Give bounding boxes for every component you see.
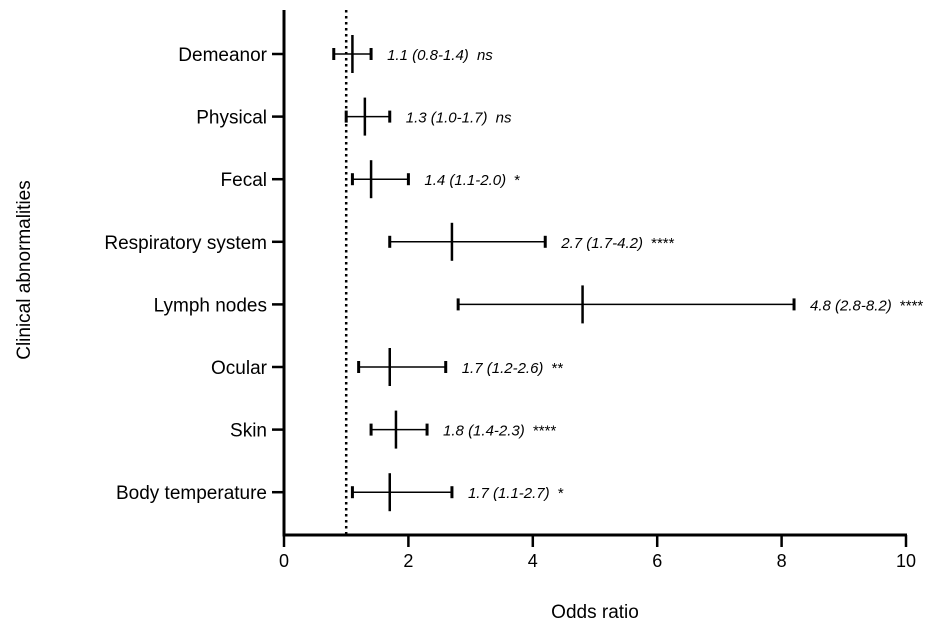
ci-annotation: 2.7 (1.7-4.2) ****: [560, 235, 674, 252]
x-axis-title: Odds ratio: [551, 602, 639, 623]
x-tick-label: 4: [528, 551, 538, 571]
category-label: Physical: [196, 108, 267, 129]
category-label: Lymph nodes: [154, 295, 267, 316]
ci-annotation: 1.4 (1.1-2.0) *: [424, 172, 520, 189]
significance-label: ns: [477, 47, 493, 64]
significance-label: ****: [900, 297, 924, 314]
x-tick-label: 6: [652, 551, 662, 571]
ci-annotation: 1.7 (1.1-2.7) *: [468, 485, 564, 502]
category-label: Respiratory system: [104, 233, 267, 254]
y-axis-title: Clinical abnormalities: [14, 180, 35, 360]
x-tick-label: 0: [279, 551, 289, 571]
ci-annotation: 1.3 (1.0-1.7) ns: [406, 110, 512, 127]
significance-label: *: [558, 485, 564, 502]
significance-label: ****: [533, 423, 557, 440]
category-label: Ocular: [211, 358, 268, 379]
plot-area: 0 2 4 6 8 10 Demeanor 1.1 (0.8-1.4) ns Physical 1…: [104, 10, 923, 571]
significance-label: **: [552, 360, 564, 377]
significance-label: ns: [496, 110, 512, 127]
ci-annotation: 1.1 (0.8-1.4) ns: [387, 47, 493, 64]
ci-annotation: 1.8 (1.4-2.3) ****: [443, 423, 556, 440]
ci-annotation: 1.7 (1.2-2.6) **: [462, 360, 564, 377]
category-label: Demeanor: [178, 45, 267, 66]
category-label: Skin: [230, 421, 267, 442]
category-label: Fecal: [221, 170, 267, 191]
ci-annotation: 4.8 (2.8-8.2) ****: [810, 297, 923, 314]
category-label: Body temperature: [116, 483, 267, 504]
x-tick-label: 10: [896, 551, 916, 571]
x-tick-label: 8: [777, 551, 787, 571]
significance-label: ****: [651, 235, 675, 252]
significance-label: *: [514, 172, 520, 189]
x-tick-label: 2: [403, 551, 413, 571]
